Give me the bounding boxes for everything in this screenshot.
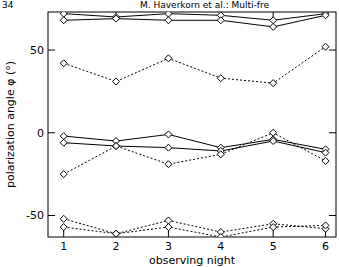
y-axis-label: polarization angle φ (°) [4, 61, 17, 188]
data-point [60, 215, 67, 222]
data-point [165, 55, 172, 62]
page-number: 34 [2, 0, 14, 10]
data-point [165, 224, 172, 231]
plot-area [60, 12, 329, 237]
data-point [113, 143, 120, 150]
data-point [322, 12, 329, 19]
x-tick-label: 3 [165, 240, 172, 253]
data-point [217, 75, 224, 82]
data-point [113, 230, 120, 237]
data-point [322, 149, 329, 156]
x-tick-label: 2 [113, 240, 120, 253]
series-line [64, 133, 326, 174]
data-point [60, 17, 67, 24]
data-point [113, 143, 120, 150]
data-point [322, 222, 329, 229]
data-point [217, 17, 224, 24]
data-point [270, 23, 277, 30]
data-point [60, 224, 67, 231]
data-point [60, 60, 67, 67]
data-point [60, 139, 67, 146]
x-tick-label: 5 [270, 240, 277, 253]
chart: 34M. Haverkorn et al.: Multi-fre-5005012… [0, 0, 339, 267]
data-point [165, 144, 172, 151]
series-line [64, 141, 326, 153]
y-tick [48, 132, 55, 133]
data-point [270, 224, 277, 231]
data-point [270, 80, 277, 87]
data-point [322, 43, 329, 50]
y-tick [48, 215, 55, 216]
y-tick [48, 50, 55, 51]
data-point [60, 171, 67, 178]
data-point [217, 234, 224, 238]
series-line [64, 134, 326, 149]
data-point [270, 138, 277, 145]
data-point [165, 161, 172, 168]
x-tick-label: 1 [60, 240, 67, 253]
data-point [113, 15, 120, 22]
data-point [270, 129, 277, 136]
y-tick [329, 50, 336, 51]
data-point [113, 78, 120, 85]
series-line [64, 47, 326, 83]
page-header: M. Haverkorn et al.: Multi-fre [140, 0, 269, 10]
x-tick-label: 4 [217, 240, 224, 253]
data-point [165, 131, 172, 138]
y-tick-label: 50 [30, 44, 44, 57]
data-point [217, 151, 224, 158]
series-line [64, 225, 326, 237]
y-tick [329, 215, 336, 216]
plot-frame [48, 12, 336, 237]
data-point [165, 17, 172, 24]
y-tick-label: 0 [37, 127, 44, 140]
x-axis-label: observing night [149, 254, 236, 267]
data-point [113, 230, 120, 237]
y-tick [329, 132, 336, 133]
series-line [64, 15, 326, 27]
data-point [322, 157, 329, 164]
y-tick-label: -50 [26, 209, 44, 222]
x-tick-label: 6 [322, 240, 329, 253]
